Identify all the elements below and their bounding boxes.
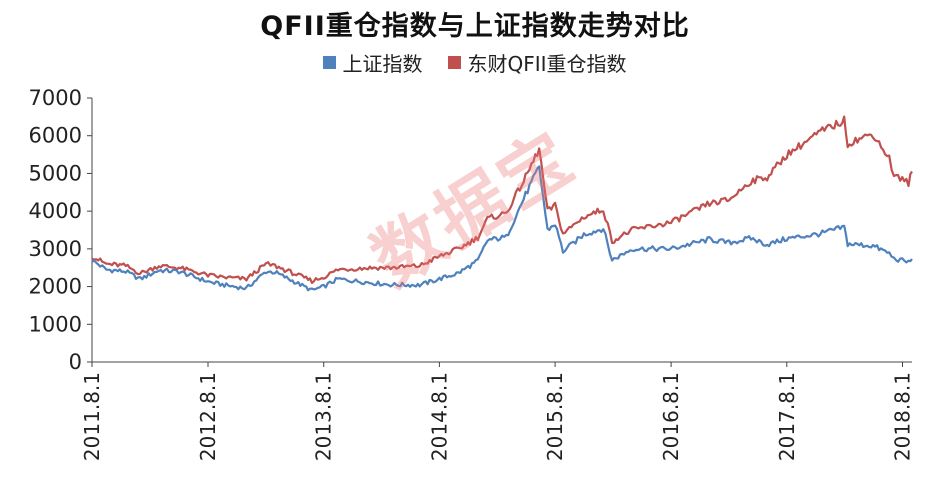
legend-label-sh: 上证指数 [342, 52, 423, 76]
x-tick-label: 2014.8.1 [427, 372, 451, 461]
legend-swatch-sh [323, 56, 337, 69]
chart-legend: 上证指数 东财QFII重仓指数 [0, 48, 950, 77]
x-tick-label: 2011.8.1 [80, 372, 104, 461]
x-tick-label: 2015.8.1 [543, 372, 567, 461]
y-tick-label: 4000 [29, 199, 82, 223]
series-line-shanghai [91, 165, 913, 292]
x-tick-label: 2012.8.1 [196, 372, 220, 461]
y-tick-label: 7000 [29, 86, 82, 110]
legend-item-qfii: 东财QFII重仓指数 [448, 48, 627, 77]
chart-title: QFII重仓指数与上证指数走势对比 [260, 11, 690, 42]
x-tick-label: 2017.8.1 [775, 372, 799, 461]
legend-item-sh: 上证指数 [323, 48, 422, 77]
x-tick-label: 2018.8.1 [890, 372, 914, 461]
y-tick-label: 0 [69, 350, 82, 374]
y-tick-label: 6000 [29, 124, 82, 148]
legend-swatch-qfii [448, 56, 462, 69]
y-tick-label: 1000 [29, 312, 82, 336]
y-tick-label: 3000 [29, 237, 82, 261]
x-tick-label: 2016.8.1 [659, 372, 683, 461]
y-tick-label: 2000 [29, 275, 82, 299]
series-line-qfii [91, 115, 913, 284]
y-tick-label: 5000 [29, 161, 82, 185]
legend-label-qfii: 东财QFII重仓指数 [467, 52, 627, 76]
x-tick-label: 2013.8.1 [312, 372, 336, 461]
